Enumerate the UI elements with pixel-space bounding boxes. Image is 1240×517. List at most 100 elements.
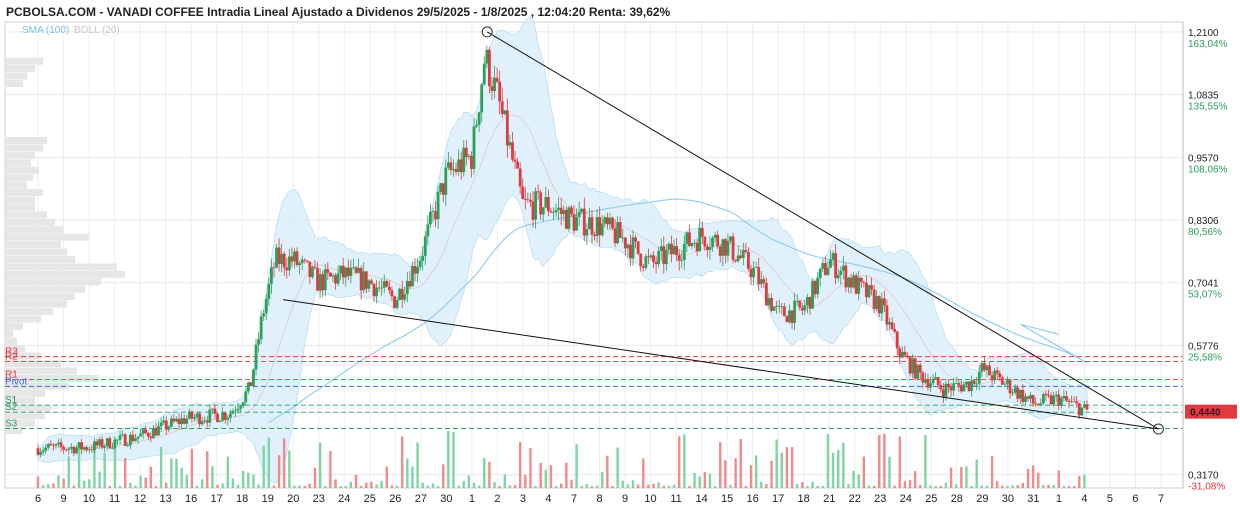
candle-body: [69, 446, 73, 449]
candle-body: [277, 247, 281, 265]
volume-bar: [693, 473, 696, 488]
candle-body: [1062, 395, 1066, 399]
candle-body: [367, 280, 371, 289]
x-tick-label: 16: [747, 493, 759, 505]
candle-body: [477, 112, 481, 125]
candle-body: [121, 434, 125, 436]
volume-profile-bar: [5, 159, 31, 167]
volume-bar: [298, 485, 301, 488]
volume-bar: [780, 452, 783, 488]
volume-profile-bar: [5, 426, 23, 434]
candle-body: [1029, 395, 1032, 399]
candle-body: [1052, 395, 1056, 405]
candle-body: [590, 217, 594, 235]
candle-body: [195, 413, 199, 418]
candle-body: [98, 439, 101, 446]
volume-bar: [657, 482, 660, 488]
candle-body: [762, 279, 766, 284]
volume-bar: [139, 475, 142, 488]
candle-body: [993, 370, 997, 381]
candle-body: [482, 63, 486, 85]
candle-body: [888, 322, 891, 325]
candle-body: [764, 283, 768, 306]
candle-body: [128, 434, 132, 446]
volume-profile-bar: [5, 203, 35, 211]
volume-bar: [554, 486, 558, 488]
volume-bar: [134, 485, 137, 488]
volume-bar: [1047, 484, 1050, 488]
candle-body: [341, 265, 345, 278]
candle-body: [211, 408, 214, 410]
candle-body: [436, 191, 440, 220]
x-tick-label: 18: [798, 493, 810, 505]
x-tick-label: 14: [695, 493, 707, 505]
candle-body: [621, 237, 625, 239]
volume-bar: [739, 439, 742, 488]
volume-bar: [457, 485, 460, 488]
candle-body: [328, 272, 332, 277]
volume-bar: [452, 432, 455, 488]
candle-body: [293, 251, 296, 262]
volume-bar: [400, 436, 404, 488]
candle-body: [87, 449, 91, 451]
volume-bar: [996, 481, 999, 488]
volume-profile-bar: [5, 330, 13, 338]
candle-body: [446, 162, 450, 168]
candle-body: [800, 307, 804, 311]
candle-body: [982, 363, 986, 371]
candle-body: [503, 110, 507, 115]
volume-bar: [349, 481, 353, 488]
volume-bar: [631, 480, 635, 488]
bollinger-mid-line: [37, 114, 1088, 456]
volume-bar: [903, 481, 907, 488]
candle-body: [739, 255, 743, 258]
candle-body: [808, 297, 812, 309]
candle-body: [470, 155, 473, 169]
volume-bar: [67, 456, 70, 488]
y-tick-percent: 25,58%: [1188, 352, 1222, 363]
candle-body: [990, 375, 994, 381]
volume-bar: [365, 482, 368, 488]
candle-body: [241, 402, 245, 407]
candle-body: [616, 222, 620, 244]
candle-body: [777, 305, 781, 307]
candle-body: [957, 383, 961, 386]
y-tick-price: 0,5776: [1188, 341, 1219, 352]
candle-body: [464, 147, 468, 157]
candle-body: [72, 446, 76, 454]
x-tick-label: 12: [134, 493, 146, 505]
candle-body: [544, 197, 548, 208]
candle-body: [159, 422, 163, 427]
volume-bar: [36, 476, 40, 488]
candle-body: [944, 383, 948, 397]
candle-body: [570, 207, 573, 215]
volume-profile-bar: [5, 174, 33, 182]
candle-body: [177, 418, 181, 425]
candle-body: [408, 281, 412, 287]
volume-bar: [524, 474, 527, 488]
candle-body: [300, 259, 304, 264]
candle-body: [903, 352, 907, 356]
volume-bar: [857, 474, 860, 488]
candle-body: [516, 161, 520, 169]
volume-bar: [334, 479, 337, 488]
candle-body: [654, 261, 658, 265]
candle-body: [870, 285, 873, 290]
candle-body: [657, 251, 661, 265]
candle-body: [1054, 394, 1058, 396]
candle-body: [798, 300, 802, 308]
volume-bar: [924, 434, 927, 488]
candle-body: [1049, 395, 1053, 405]
x-tick-label: 7: [571, 493, 577, 505]
candle-body: [93, 441, 96, 451]
candle-body: [182, 418, 186, 424]
y-tick-price: 0,3170: [1188, 471, 1219, 482]
candle-body: [977, 371, 981, 384]
candle-body: [929, 383, 932, 388]
candle-body: [290, 256, 294, 262]
candle-body: [57, 442, 60, 445]
volume-bar: [713, 485, 717, 488]
candle-body: [900, 352, 904, 358]
candle-body: [726, 240, 730, 256]
y-tick-price: 0,7041: [1188, 279, 1219, 290]
